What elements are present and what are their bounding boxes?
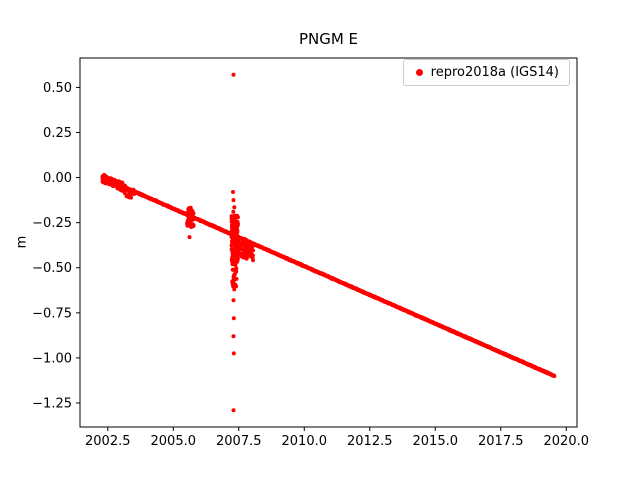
svg-text:−1.25: −1.25 [32, 397, 72, 412]
svg-text:0.25: 0.25 [43, 126, 72, 141]
svg-text:2012.5: 2012.5 [347, 434, 393, 449]
svg-text:−1.00: −1.00 [32, 351, 72, 366]
svg-text:−0.75: −0.75 [32, 306, 72, 321]
svg-text:0.00: 0.00 [43, 171, 72, 186]
legend: repro2018a (IGS14) [402, 59, 570, 86]
svg-text:2002.5: 2002.5 [85, 434, 131, 449]
legend-marker-icon [415, 69, 423, 76]
svg-text:2017.5: 2017.5 [478, 434, 524, 449]
svg-text:−0.25: −0.25 [32, 216, 72, 231]
legend-label: repro2018a (IGS14) [430, 65, 559, 80]
svg-text:2007.5: 2007.5 [216, 434, 262, 449]
svg-text:−0.50: −0.50 [32, 261, 72, 276]
chart-title: PNGM E [298, 30, 359, 48]
svg-text:2010.0: 2010.0 [282, 434, 328, 449]
svg-text:2020.0: 2020.0 [544, 434, 590, 449]
svg-text:0.50: 0.50 [43, 81, 72, 96]
svg-text:2015.0: 2015.0 [413, 434, 459, 449]
svg-text:2005.0: 2005.0 [151, 434, 197, 449]
y-axis-label: m [14, 235, 30, 249]
